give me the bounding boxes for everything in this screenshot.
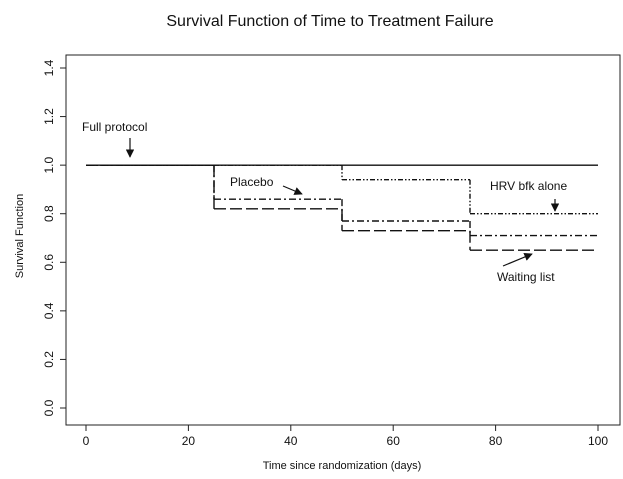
y-tick-label: 0.8 (42, 205, 56, 222)
y-tick-label: 0.4 (42, 302, 56, 319)
y-axis-label: Survival Function (14, 194, 26, 278)
y-tick-label: 1.4 (42, 59, 56, 76)
chart-title: Survival Function of Time to Treatment F… (166, 13, 493, 30)
plot-frame (65, 54, 621, 426)
series-label: HRV bfk alone (490, 179, 567, 193)
series-label: Waiting list (497, 270, 555, 284)
annotation-arrow (502, 253, 533, 267)
x-tick-label: 100 (588, 434, 608, 448)
y-tick-label: 0.2 (42, 351, 56, 368)
x-tick-label: 60 (387, 434, 401, 448)
series-label: Placebo (230, 175, 274, 189)
series-label: Full protocol (82, 120, 147, 134)
x-tick-label: 40 (284, 434, 298, 448)
x-tick-label: 20 (182, 434, 196, 448)
x-tick-label: 80 (489, 434, 503, 448)
y-tick-label: 1.0 (42, 156, 56, 173)
y-tick-label: 0.6 (42, 254, 56, 271)
x-axis-label: Time since randomization (days) (263, 460, 422, 472)
y-tick-label: 0.0 (42, 399, 56, 416)
annotation-arrow (282, 185, 303, 195)
x-tick-label: 0 (83, 434, 90, 448)
y-tick-label: 1.2 (42, 108, 56, 125)
